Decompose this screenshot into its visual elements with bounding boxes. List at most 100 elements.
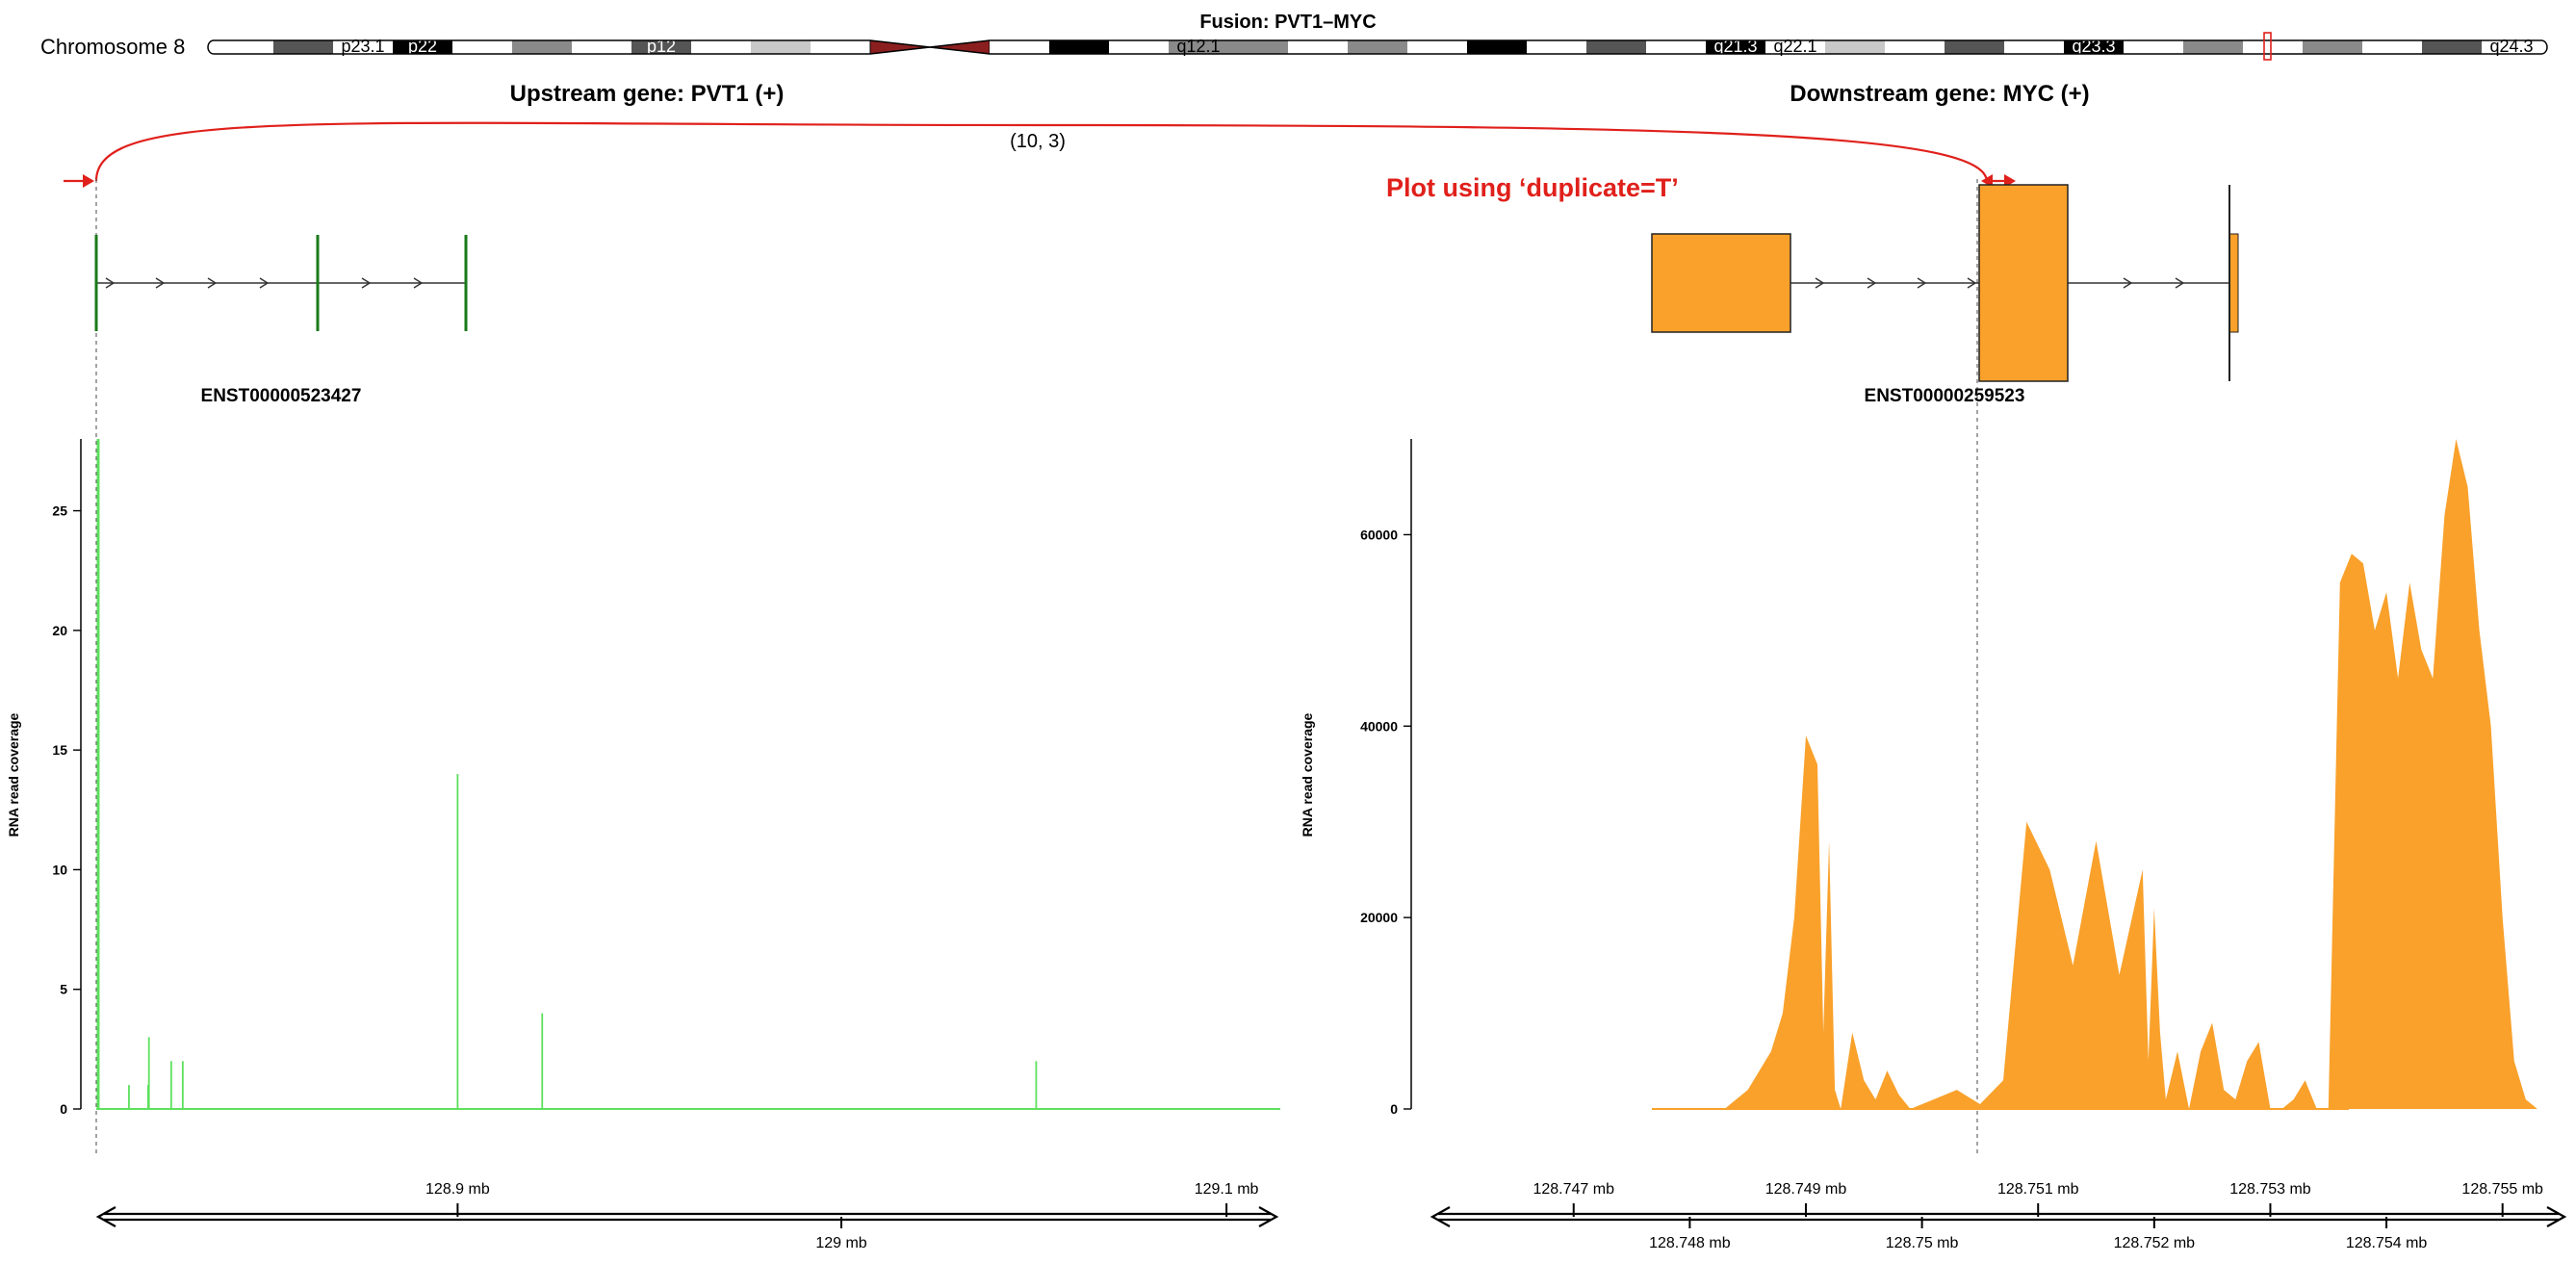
ideogram-band [691, 40, 752, 54]
ideogram-band [333, 40, 394, 54]
ideogram-band [2422, 40, 2483, 54]
strand-chevron [413, 277, 424, 289]
downstream-y-tick-label: 40000 [1360, 718, 1398, 734]
ideogram-band [631, 40, 692, 54]
ideogram-band [1109, 40, 1170, 54]
downstream-y-tick-label: 60000 [1360, 527, 1398, 542]
upstream-axis-arrow-left [95, 1206, 116, 1227]
ideogram-band [1885, 40, 1945, 54]
ideogram-band [1586, 40, 1647, 54]
ideogram-band [512, 40, 573, 54]
upstream-gene-title: Upstream gene: PVT1 (+) [510, 81, 785, 107]
ideogram-band [2124, 40, 2184, 54]
downstream-x-tick-label-top: 128.751 mb [1997, 1181, 2079, 1198]
ideogram-band [2183, 40, 2244, 54]
junction-read-counts: (10, 3) [1010, 131, 1066, 152]
downstream-gene-title: Downstream gene: MYC (+) [1790, 81, 2089, 107]
ideogram-band-label: p23.1 [341, 37, 384, 56]
ideogram-band [1945, 40, 2005, 54]
downstream-x-tick-label-bottom: 128.752 mb [2114, 1235, 2196, 1251]
ideogram-band [929, 39, 991, 55]
upstream-y-tick-label: 20 [52, 623, 67, 638]
ideogram-band [1825, 40, 1886, 54]
ideogram-band-label: q22.1 [1773, 37, 1816, 56]
downstream-y-tick-label: 20000 [1360, 910, 1398, 925]
ideogram-band [2004, 40, 2065, 54]
upstream-axis-label: 129 mb [815, 1235, 866, 1251]
downstream-x-tick-label-bottom: 128.754 mb [2346, 1235, 2428, 1251]
ideogram-band [1407, 40, 1468, 54]
strand-chevron [1967, 277, 1977, 289]
upstream-coverage-plot: 0 5 10 15 20 25 [52, 439, 1280, 1117]
ideogram-band [1169, 40, 1229, 54]
strand-chevron [361, 277, 372, 289]
ideogram-band-label: q21.3 [1713, 37, 1757, 56]
chromosome-label: Chromosome 8 [40, 35, 185, 59]
ideogram-band [393, 40, 453, 54]
upstream-y-tick-label: 25 [52, 503, 67, 519]
duplicate-annotation: Plot using ‘duplicate=T’ [1386, 173, 1679, 202]
downstream-exon-3 [2228, 233, 2239, 333]
ideogram-band [990, 40, 1050, 54]
downstream-exon-1 [1651, 233, 1791, 333]
strand-chevron [155, 277, 166, 289]
ideogram-band [1467, 40, 1528, 54]
ideogram-band-label: p12 [647, 37, 676, 56]
downstream-x-tick-label-bottom: 128.75 mb [1886, 1235, 1959, 1251]
ideogram-band [452, 40, 513, 54]
ideogram-band [1228, 40, 1289, 54]
ideogram-outline [207, 39, 2548, 55]
ideogram-band [273, 40, 334, 54]
downstream-y-tick-label: 0 [1390, 1101, 1398, 1117]
upstream-y-tick-label: 5 [60, 982, 67, 997]
upstream-y-tick-label: 15 [52, 742, 67, 758]
upstream-y-tick-label: 0 [60, 1101, 67, 1117]
downstream-x-tick-label-bottom: 128.748 mb [1649, 1235, 1731, 1251]
downstream-x-tick-label-top: 128.755 mb [2461, 1181, 2543, 1198]
downstream-y-axis-label: RNA read coverage [1300, 712, 1315, 837]
upstream-y-axis-label: RNA read coverage [6, 712, 21, 837]
downstream-axis-arrow-left [1430, 1206, 1451, 1227]
strand-chevron [207, 277, 218, 289]
ideogram-band [1348, 40, 1408, 54]
ideogram-band-label: q23.3 [2072, 37, 2115, 56]
ideogram-band [2303, 40, 2363, 54]
upstream-y-tick-label: 10 [52, 862, 67, 877]
ideogram-band [2243, 40, 2304, 54]
ideogram-band [1765, 40, 1826, 54]
ideogram-band [2362, 40, 2423, 54]
downstream-transcript-id: ENST00000259523 [1865, 386, 2025, 406]
fusion-title: Fusion: PVT1–MYC [1199, 12, 1376, 33]
strand-chevron [1917, 277, 1927, 289]
ideogram-band-label: q24.3 [2489, 37, 2533, 56]
ideogram-band-label: p22 [408, 37, 437, 56]
strand-chevron [105, 277, 116, 289]
downstream-x-tick-label-top: 128.749 mb [1765, 1181, 1847, 1198]
ideogram-band [214, 40, 274, 54]
chromosome-ideogram: p23.1 p22 p12 q12.1 q21.3 q22.1 q23.3 q24.3 [207, 32, 2548, 61]
ideogram-band [2064, 40, 2125, 54]
ideogram-band [572, 40, 632, 54]
downstream-x-tick-label-top: 128.747 mb [1533, 1181, 1614, 1198]
upstream-genome-axis: 128.9 mb 129.1 mb 129 mb [95, 1181, 1279, 1251]
strand-chevron [2123, 277, 2133, 289]
strand-chevron [1867, 277, 1877, 289]
upstream-axis-arrow-right [1258, 1206, 1279, 1227]
downstream-axis-arrow-right [2546, 1206, 2567, 1227]
downstream-coverage-plot: 0 20000 40000 60000 [1360, 439, 2576, 1117]
upstream-x-tick-label: 129.1 mb [1195, 1181, 1259, 1198]
ideogram-band [1706, 40, 1766, 54]
ideogram-band [2482, 40, 2542, 54]
ideogram-band [1527, 40, 1587, 54]
upstream-transcript-id: ENST00000523427 [201, 386, 362, 406]
ideogram-band [751, 40, 811, 54]
ideogram-band [1288, 40, 1349, 54]
ideogram-band [811, 40, 871, 54]
strand-chevron [259, 277, 270, 289]
ideogram-band [869, 39, 931, 55]
downstream-exon-2 [1978, 184, 2069, 382]
downstream-x-tick-label-top: 128.753 mb [2229, 1181, 2311, 1198]
ideogram-band [1646, 40, 1707, 54]
downstream-transcript-model [1651, 184, 2239, 382]
